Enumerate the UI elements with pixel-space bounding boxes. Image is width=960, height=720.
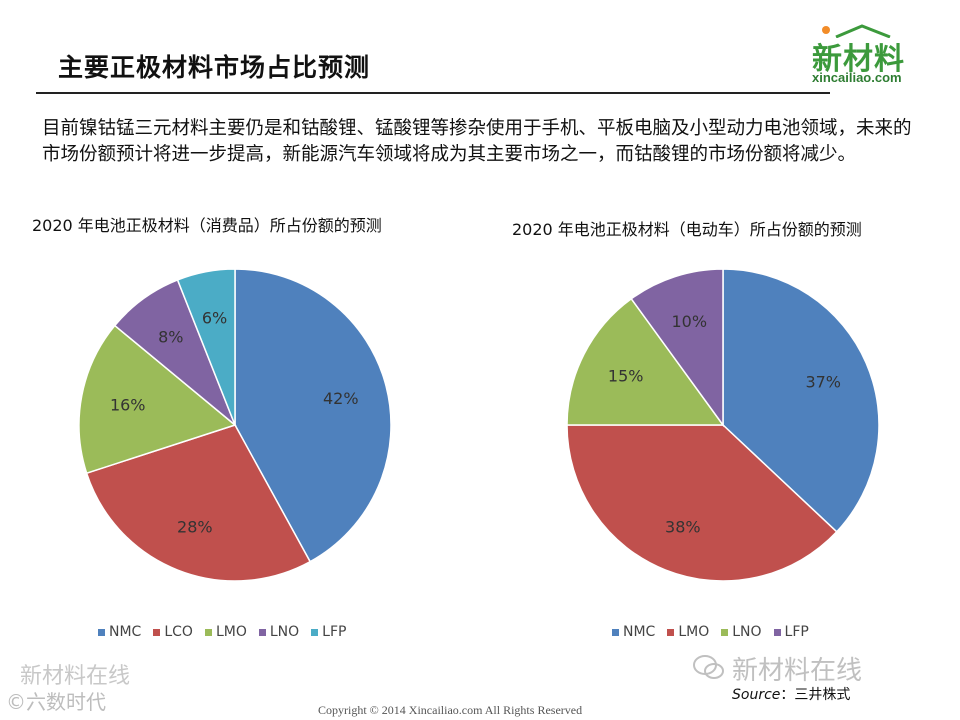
source-value: ：三井株式 [780, 687, 851, 703]
wechat-icon [693, 655, 724, 679]
pie-slice-lfp [630, 268, 724, 428]
watermark-text: ©六数时代 [6, 690, 106, 714]
chart-title-ev: 2020 年电池正极材料（电动车）所占份额的预测 [512, 220, 862, 239]
legend-swatch [773, 628, 781, 636]
pie-slice-lmo [78, 324, 237, 475]
legend-swatch [153, 628, 161, 636]
pie-slice-nmc [722, 268, 880, 533]
legend-item: LMO [204, 624, 247, 640]
legend-label: LFP [322, 624, 347, 640]
legend-label: NMC [623, 624, 656, 640]
legend-consumer: NMC LCO LMO LNO LFP [98, 624, 346, 640]
logo-url: xincailiao.com [812, 70, 902, 85]
legend-ev: NMC LMO LNO LFP [612, 624, 809, 640]
watermark-text: 新材料在线 [732, 656, 863, 686]
slice-label: 37% [805, 373, 841, 392]
intro-paragraph: 目前镍钴锰三元材料主要仍是和钴酸锂、锰酸锂等掺杂使用于手机、平板电脑及小型动力电… [42, 118, 912, 165]
pie-slice-lmo [566, 424, 838, 582]
legend-item: NMC [98, 624, 141, 640]
legend-label: LMO [678, 624, 710, 640]
slice-label: 8% [158, 328, 183, 347]
slice-label: 16% [110, 396, 146, 415]
logo-roof-icon [822, 24, 891, 38]
slice-label: 38% [665, 518, 701, 537]
legend-item: LMO [667, 624, 709, 640]
legend-swatch [721, 628, 729, 636]
legend-swatch [204, 628, 212, 636]
legend-item: LNO [258, 624, 300, 640]
legend-item: LCO [153, 624, 193, 640]
title-divider [36, 92, 830, 94]
legend-label: NMC [109, 624, 142, 640]
pie-slice-lno [566, 297, 725, 426]
pie-chart-consumer: 42% 28% 16% 8% 6% [78, 268, 392, 582]
pie-chart-ev: 37% 38% 15% 10% [566, 268, 880, 582]
legend-item: LFP [311, 624, 346, 640]
slice-label: 15% [608, 366, 644, 385]
brand-logo: 新材料 xincailiao.com [804, 20, 924, 90]
legend-swatch [667, 628, 675, 636]
source-label: Source [732, 687, 781, 703]
legend-swatch [612, 628, 619, 636]
logo-text: 新材料 [812, 42, 905, 77]
legend-swatch [98, 628, 105, 636]
legend-swatch [311, 628, 319, 636]
legend-label: LCO [164, 624, 193, 640]
pie-slice-lco [85, 424, 312, 582]
slice-label: 6% [202, 309, 227, 328]
legend-item: LNO [721, 624, 762, 640]
watermark-text: 新材料在线 [20, 664, 131, 689]
legend-swatch [258, 628, 266, 636]
legend-label: LNO [732, 624, 762, 640]
slice-label: 28% [177, 518, 213, 537]
legend-label: LNO [269, 624, 300, 640]
copyright: Copyright © 2014 Xincailiao.com All Righ… [318, 703, 583, 717]
pie-slice-lfp [176, 268, 236, 426]
slice-label: 42% [323, 389, 359, 408]
legend-item: LFP [773, 624, 809, 640]
legend-item: NMC [612, 624, 655, 640]
source-note: Source：三井株式 [732, 684, 850, 704]
chart-title-consumer: 2020 年电池正极材料（消费品）所占份额的预测 [32, 216, 382, 235]
page-title: 主要正极材料市场占比预测 [58, 53, 371, 82]
legend-label: LMO [215, 624, 247, 640]
slice-label: 10% [671, 312, 707, 331]
legend-label: LFP [784, 624, 809, 640]
pie-slice-nmc [234, 268, 392, 563]
